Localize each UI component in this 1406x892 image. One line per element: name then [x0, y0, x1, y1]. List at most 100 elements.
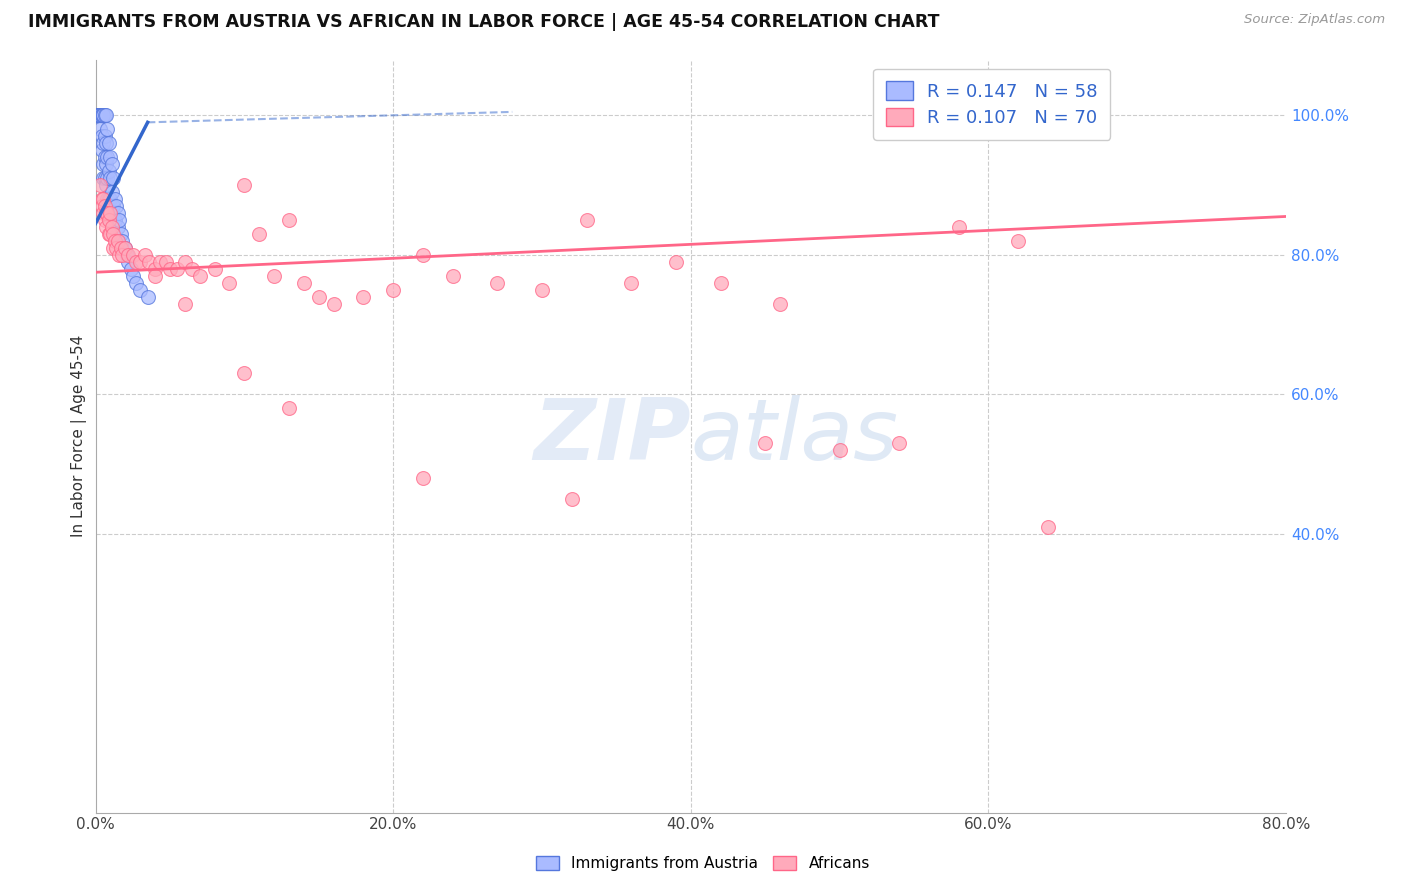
- Point: [412, 471, 434, 485]
- Point: [121, 268, 143, 283]
- Point: [143, 268, 166, 283]
- Point: [93, 171, 115, 186]
- Point: [159, 261, 181, 276]
- Point: [129, 254, 152, 268]
- Point: [412, 248, 434, 262]
- Point: [561, 491, 583, 506]
- Point: [134, 248, 156, 262]
- Point: [136, 290, 159, 304]
- Point: [100, 227, 122, 241]
- Point: [143, 261, 166, 276]
- Text: atlas: atlas: [690, 394, 898, 477]
- Point: [87, 108, 110, 122]
- Point: [96, 171, 118, 186]
- Point: [96, 150, 118, 164]
- Point: [89, 108, 111, 122]
- Point: [110, 241, 132, 255]
- Point: [107, 206, 129, 220]
- Point: [114, 241, 136, 255]
- Point: [100, 150, 122, 164]
- Point: [263, 268, 285, 283]
- Point: [138, 254, 160, 268]
- Text: ZIP: ZIP: [533, 394, 690, 477]
- Point: [278, 213, 301, 227]
- Point: [125, 254, 148, 268]
- Point: [90, 108, 112, 122]
- Point: [107, 234, 129, 248]
- Point: [173, 296, 195, 310]
- Point: [105, 199, 128, 213]
- Point: [173, 254, 195, 268]
- Point: [1007, 234, 1029, 248]
- Point: [125, 276, 148, 290]
- Point: [292, 276, 315, 290]
- Point: [188, 268, 211, 283]
- Point: [247, 227, 270, 241]
- Point: [486, 276, 509, 290]
- Point: [89, 178, 111, 192]
- Point: [665, 254, 688, 268]
- Point: [887, 436, 910, 450]
- Point: [93, 129, 115, 144]
- Text: IMMIGRANTS FROM AUSTRIA VS AFRICAN IN LABOR FORCE | AGE 45-54 CORRELATION CHART: IMMIGRANTS FROM AUSTRIA VS AFRICAN IN LA…: [28, 13, 939, 31]
- Point: [278, 401, 301, 416]
- Point: [575, 213, 598, 227]
- Point: [148, 254, 170, 268]
- Point: [90, 192, 112, 206]
- Point: [94, 136, 117, 151]
- Point: [104, 192, 127, 206]
- Y-axis label: In Labor Force | Age 45-54: In Labor Force | Age 45-54: [72, 334, 87, 537]
- Point: [101, 157, 124, 171]
- Point: [91, 206, 114, 220]
- Point: [828, 442, 851, 457]
- Point: [87, 108, 110, 122]
- Point: [98, 227, 121, 241]
- Point: [108, 213, 131, 227]
- Point: [96, 192, 118, 206]
- Point: [96, 206, 118, 220]
- Point: [91, 108, 114, 122]
- Point: [117, 248, 139, 262]
- Point: [218, 276, 240, 290]
- Point: [948, 219, 970, 234]
- Point: [620, 276, 643, 290]
- Point: [166, 261, 188, 276]
- Point: [111, 234, 134, 248]
- Point: [155, 254, 177, 268]
- Point: [98, 164, 121, 178]
- Point: [103, 241, 125, 255]
- Point: [233, 367, 256, 381]
- Point: [115, 248, 138, 262]
- Point: [98, 136, 121, 151]
- Point: [382, 283, 405, 297]
- Point: [322, 296, 344, 310]
- Point: [100, 171, 122, 186]
- Point: [96, 122, 118, 136]
- Point: [769, 296, 792, 310]
- Point: [94, 206, 117, 220]
- Point: [121, 248, 143, 262]
- Point: [98, 213, 121, 227]
- Point: [91, 192, 114, 206]
- Point: [98, 192, 121, 206]
- Point: [86, 108, 108, 122]
- Point: [308, 290, 330, 304]
- Point: [181, 261, 204, 276]
- Point: [91, 157, 114, 171]
- Point: [94, 157, 117, 171]
- Legend: Immigrants from Austria, Africans: Immigrants from Austria, Africans: [530, 850, 876, 877]
- Point: [93, 150, 115, 164]
- Point: [101, 185, 124, 199]
- Point: [84, 108, 107, 122]
- Point: [233, 178, 256, 192]
- Point: [93, 199, 115, 213]
- Point: [104, 213, 127, 227]
- Point: [110, 227, 132, 241]
- Point: [89, 108, 111, 122]
- Point: [1036, 519, 1059, 533]
- Point: [91, 171, 114, 186]
- Point: [100, 206, 122, 220]
- Point: [441, 268, 464, 283]
- Point: [103, 199, 125, 213]
- Point: [105, 241, 128, 255]
